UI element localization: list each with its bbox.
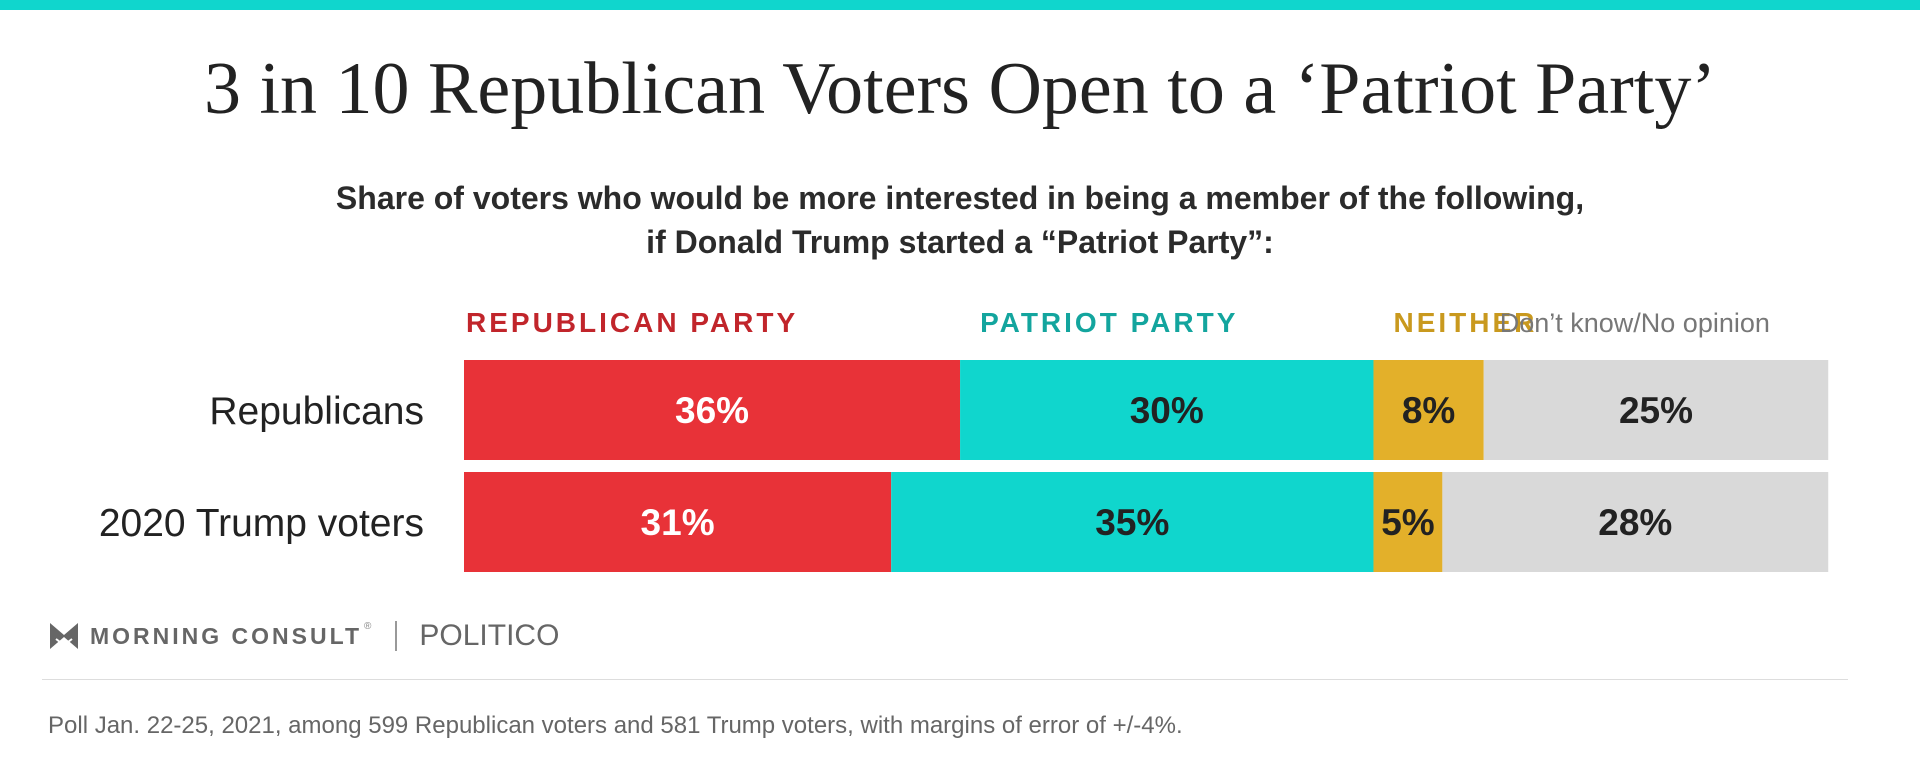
bar-don-t-know-no-opinion-2020-trump-voters (1442, 472, 1829, 572)
bar-neither-republicans (1373, 360, 1484, 460)
morning-consult-logo-text: MORNING CONSULT (90, 622, 363, 649)
bar-patriot-party-2020-trump-voters (891, 472, 1374, 572)
subtitle-line-1: Share of voters who would be more intere… (335, 180, 1585, 216)
top-accent-bar (0, 0, 1920, 10)
logo-divider (395, 621, 398, 651)
bar-don-t-know-no-opinion-republicans (1483, 360, 1829, 460)
bar-republican-party-2020-trump-voters (464, 472, 892, 572)
bar-patriot-party-republicans (960, 360, 1374, 460)
chart-subtitle: Share of voters who would be more intere… (0, 176, 1920, 264)
registered-mark: ® (364, 620, 372, 632)
data-label-don-t-know-no-opinion-2020-trump-voters: 28% (1598, 502, 1672, 543)
morning-consult-logo-icon (50, 623, 78, 649)
data-label-patriot-party-2020-trump-voters: 35% (1095, 502, 1169, 543)
data-label-don-t-know-no-opinion-republicans: 25% (1619, 390, 1693, 431)
footer-divider (42, 679, 1848, 680)
data-label-neither-2020-trump-voters: 5% (1381, 502, 1434, 543)
footnote: Poll Jan. 22-25, 2021, among 599 Republi… (48, 712, 1183, 739)
category-label-2020-trump-voters: 2020 Trump voters (99, 502, 424, 545)
data-label-republican-party-republicans: 36% (675, 390, 749, 431)
politico-logo-text: POLITICO (419, 619, 560, 652)
data-label-republican-party-2020-trump-voters: 31% (641, 502, 715, 543)
bar-neither-2020-trump-voters (1373, 472, 1443, 572)
legend-patriot-party: PATRIOT PARTY (980, 307, 1238, 338)
chart-title: 3 in 10 Republican Voters Open to a ‘Pat… (204, 48, 1716, 130)
legend-don-t-know-no-opinion: Don’t know/No opinion (1500, 308, 1770, 338)
subtitle-line-2: if Donald Trump started a “Patriot Party… (646, 224, 1274, 260)
legend-republican-party: REPUBLICAN PARTY (466, 307, 798, 338)
data-label-neither-republicans: 8% (1402, 390, 1455, 431)
data-label-patriot-party-republicans: 30% (1130, 390, 1204, 431)
branding: MORNING CONSULT ® POLITICO (50, 618, 559, 654)
category-label-republicans: Republicans (209, 390, 424, 433)
stacked-bar-chart: REPUBLICAN PARTY PATRIOT PARTY NEITHERDon’… (99, 307, 1829, 572)
bar-republican-party-republicans (464, 360, 961, 460)
legend-neither: NEITHER (1393, 307, 1537, 338)
